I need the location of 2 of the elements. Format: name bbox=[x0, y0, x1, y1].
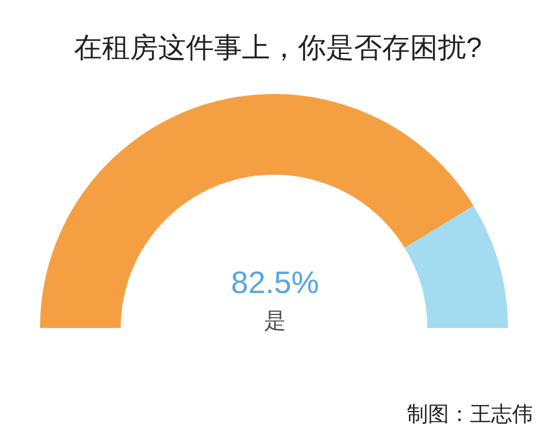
note: 制图：王志伟 bbox=[407, 403, 533, 426]
title: 在租房这件事上，你是否存困扰? bbox=[74, 32, 482, 63]
